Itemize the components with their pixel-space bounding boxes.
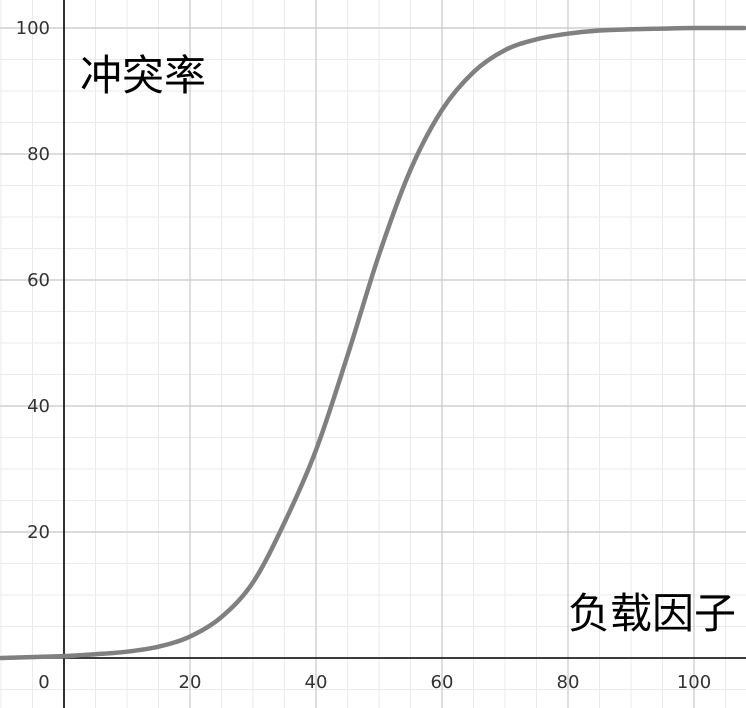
x-tick-label: 80 bbox=[557, 672, 580, 693]
y-tick-label: 20 bbox=[27, 522, 50, 543]
y-tick-label: 80 bbox=[27, 144, 50, 165]
y-tick-label: 100 bbox=[16, 18, 50, 39]
y-tick-label: 40 bbox=[27, 396, 50, 417]
x-tick-label: 40 bbox=[305, 672, 328, 693]
x-tick-label: 0 bbox=[38, 672, 49, 693]
y-tick-label: 60 bbox=[27, 270, 50, 291]
x-axis-title: 负载因子 bbox=[568, 589, 736, 638]
x-tick-label: 20 bbox=[179, 672, 202, 693]
series-line bbox=[0, 25, 746, 661]
y-axis-title: 冲突率 bbox=[80, 51, 206, 100]
x-tick-label: 100 bbox=[677, 672, 711, 693]
x-tick-label: 60 bbox=[431, 672, 454, 693]
x-ticks: 0 20 40 60 80 100 bbox=[38, 672, 711, 693]
series-layer bbox=[0, 25, 746, 661]
y-ticks: 20 40 60 80 100 bbox=[16, 18, 50, 543]
